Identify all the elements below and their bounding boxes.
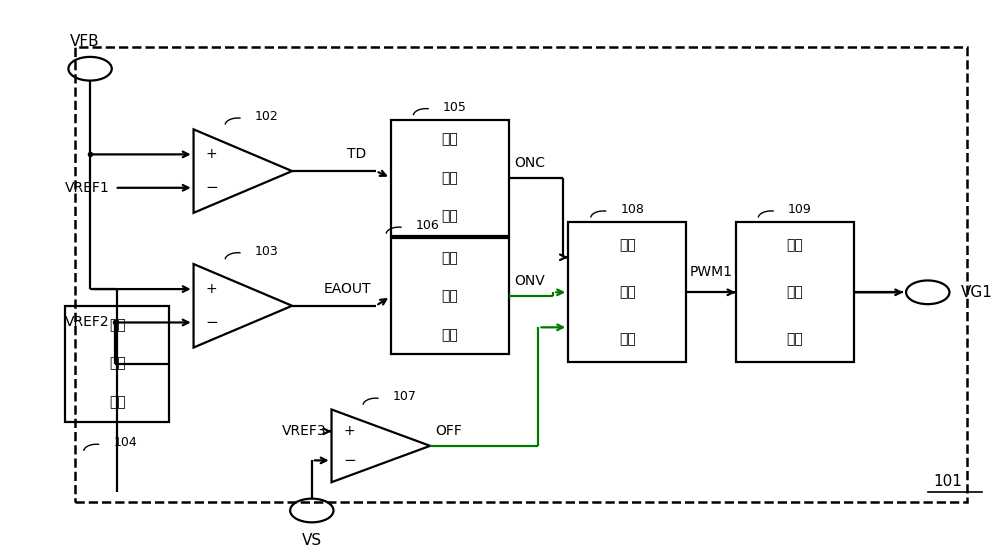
Text: 控制: 控制 (619, 285, 636, 299)
Text: 105: 105 (443, 100, 467, 114)
Text: 驱动: 驱动 (786, 285, 803, 299)
Text: +: + (205, 282, 217, 296)
Text: VREF1: VREF1 (65, 181, 110, 195)
Text: 108: 108 (620, 203, 644, 216)
Text: 恒压: 恒压 (441, 251, 458, 264)
Text: −: − (343, 453, 356, 468)
Text: −: − (205, 180, 218, 195)
Text: VREF3: VREF3 (282, 424, 327, 438)
Text: 106: 106 (416, 219, 439, 232)
Text: EAOUT: EAOUT (323, 282, 371, 296)
Text: 环路: 环路 (441, 289, 458, 304)
Text: 控制: 控制 (441, 328, 458, 342)
Bar (75, 47, 967, 503)
Text: 109: 109 (788, 203, 812, 216)
Text: VFB: VFB (70, 34, 100, 49)
Text: 104: 104 (113, 436, 137, 449)
Text: 电路: 电路 (786, 332, 803, 346)
Text: −: − (205, 315, 218, 330)
Text: 控制: 控制 (441, 209, 458, 224)
Text: VREF2: VREF2 (65, 316, 110, 329)
Text: VS: VS (302, 533, 322, 548)
Text: 环路: 环路 (441, 171, 458, 185)
Bar (65, 306, 169, 422)
Text: VG1: VG1 (961, 285, 993, 300)
Text: 107: 107 (393, 390, 417, 403)
Text: 102: 102 (255, 110, 278, 123)
Text: +: + (205, 147, 217, 161)
Text: OFF: OFF (435, 424, 462, 437)
Text: 输出: 输出 (109, 318, 126, 332)
Text: 逻辑: 逻辑 (619, 239, 636, 252)
Bar (736, 222, 854, 363)
Bar (391, 120, 509, 236)
Text: +: + (343, 424, 355, 438)
Text: ONC: ONC (514, 156, 545, 170)
Text: 101: 101 (933, 474, 962, 489)
Text: 补偿: 补偿 (109, 395, 126, 409)
Text: ONV: ONV (514, 274, 545, 288)
Text: 103: 103 (255, 245, 278, 258)
Text: PWM1: PWM1 (689, 265, 732, 279)
Bar (391, 239, 509, 354)
Text: 线损: 线损 (109, 356, 126, 371)
Text: 栅极: 栅极 (786, 239, 803, 252)
Text: 恒流: 恒流 (441, 132, 458, 146)
Text: 电路: 电路 (619, 332, 636, 346)
Bar (568, 222, 686, 363)
Text: TD: TD (347, 148, 366, 161)
